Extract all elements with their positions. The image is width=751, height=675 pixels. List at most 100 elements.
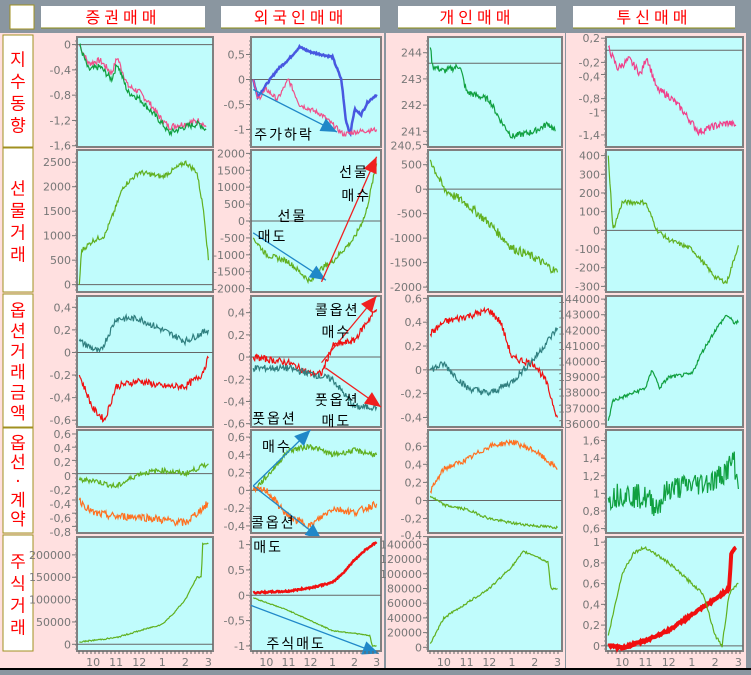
y-tick-label: -1500: [213, 266, 245, 279]
x-tick-label: 2: [712, 656, 719, 669]
y-tick-label: -500: [220, 232, 245, 245]
y-tick-label: 2000: [43, 181, 71, 194]
series-line-1: [429, 495, 558, 530]
x-tick-label: 12: [662, 656, 676, 669]
plot-area: [76, 295, 214, 428]
y-tick-label: 2000: [217, 147, 245, 160]
header-title: 개인매매: [440, 8, 515, 27]
y-tick-label: 140000: [558, 356, 600, 369]
y-tick-label: -0,4: [224, 520, 245, 533]
y-tick-label: 200: [579, 187, 600, 200]
row-label-char: 금: [10, 383, 26, 403]
series-line-1: [252, 363, 378, 412]
y-tick-label: -1500: [390, 257, 422, 270]
series-line-0: [78, 461, 209, 490]
y-tick-label: 100000: [380, 568, 422, 581]
y-tick-label: 0: [593, 224, 600, 237]
row-label-char: 지: [10, 51, 26, 71]
annotation-label: 콜옵션: [251, 516, 296, 532]
y-tick-label: 0,8: [583, 557, 601, 570]
y-tick-label: 0: [593, 640, 600, 653]
plot-area: [76, 536, 214, 652]
annotation-label: 매수: [262, 439, 292, 455]
y-tick-label: -0,4: [50, 498, 71, 511]
y-tick-label: 1: [593, 487, 600, 500]
y-tick-label: -1,6: [50, 140, 71, 153]
y-tick-label: -0,4: [224, 395, 245, 408]
y-tick-label: 1,2: [583, 470, 601, 483]
row-label-char: 션: [10, 322, 26, 342]
row-label-char: 래: [10, 363, 26, 383]
panel-r3-c3: 1,6 1,4 1,2 1 0,8 0,6: [583, 429, 744, 536]
y-tick-label: 500: [401, 159, 422, 172]
y-tick-label: -200: [575, 262, 600, 275]
x-tick-label: 11: [460, 656, 474, 669]
y-tick-label: 143000: [558, 309, 600, 322]
row-label-char: 액: [10, 404, 26, 424]
y-tick-label: -500: [397, 208, 422, 221]
y-tick-label: 0: [238, 351, 245, 364]
row-label-char: 옵: [10, 301, 26, 321]
series-line-1: [79, 43, 207, 137]
y-tick-label: 0,4: [228, 307, 246, 320]
y-tick-label: -0,2: [579, 56, 600, 69]
arrow-head-icon: [363, 392, 381, 408]
plot-area: [76, 36, 214, 148]
y-tick-label: -0,4: [50, 392, 71, 405]
y-tick-label: 200000: [29, 549, 71, 562]
panel-r2-c0: 0,4 0,2 0 -0,2 -0,4 -0,6: [50, 295, 214, 428]
y-tick-label: 140000: [380, 538, 422, 551]
y-tick-label: 100: [579, 206, 600, 219]
y-tick-label: 243: [401, 73, 422, 86]
annotation-label: 콜옵션: [315, 303, 360, 319]
y-tick-label: -1,2: [50, 114, 71, 127]
y-tick-label: 244: [401, 47, 422, 60]
y-tick-label: -0,4: [401, 411, 422, 424]
arrow-head-icon: [304, 523, 322, 540]
y-tick-label: 300: [579, 168, 600, 181]
series-line-1: [78, 497, 209, 527]
series-line-1: [252, 486, 378, 529]
header-title: 투신매매: [617, 8, 692, 27]
y-tick-label: -1: [234, 124, 245, 137]
x-tick-label: 11: [281, 656, 295, 669]
series-line-0: [429, 550, 558, 644]
panel-r2-c3: 144000 143000 142000 141000 140000 139000 1380…: [558, 293, 744, 431]
y-tick-label: 0: [238, 74, 245, 87]
row-label-box: [2, 534, 34, 652]
x-tick-label: 10: [259, 656, 273, 669]
series-line-1: [78, 355, 209, 423]
y-tick-label: 0,4: [54, 442, 72, 455]
x-tick-label: 1: [688, 656, 695, 669]
y-tick-label: -2000: [390, 281, 422, 294]
row-label-char: 동: [10, 95, 26, 115]
row-label-char: 수: [10, 73, 26, 93]
x-tick-label: 3: [554, 656, 561, 669]
y-tick-label: 0: [415, 494, 422, 507]
y-tick-label: -0,6: [50, 414, 71, 427]
y-tick-label: 242: [401, 99, 422, 112]
row-label-char: 옵: [10, 434, 26, 454]
y-tick-label: -2000: [213, 283, 245, 296]
x-tick-label: 2: [351, 656, 358, 669]
corner-box: [9, 4, 35, 30]
y-tick-label: 0,6: [583, 578, 601, 591]
y-tick-label: 0: [238, 484, 245, 497]
x-tick-label: 3: [373, 656, 380, 669]
plot-area: [605, 149, 744, 293]
y-tick-label: -0,4: [401, 529, 422, 542]
plot-area: [427, 536, 563, 652]
annotation-label: 선물: [339, 165, 369, 181]
row-label-char: 식: [10, 575, 26, 595]
y-tick-label: 80000: [387, 582, 422, 595]
y-tick-label: -300: [575, 280, 600, 293]
y-tick-label: 138000: [558, 387, 600, 400]
y-tick-label: 40000: [387, 612, 422, 625]
plot-area: [605, 295, 744, 428]
y-tick-label: 141000: [558, 340, 600, 353]
panel-r3-c0: 0,60,40,20-0,2-0,4-0,6-0,8: [50, 428, 214, 539]
header-box: [398, 6, 556, 28]
x-tick-label: 12: [132, 656, 146, 669]
